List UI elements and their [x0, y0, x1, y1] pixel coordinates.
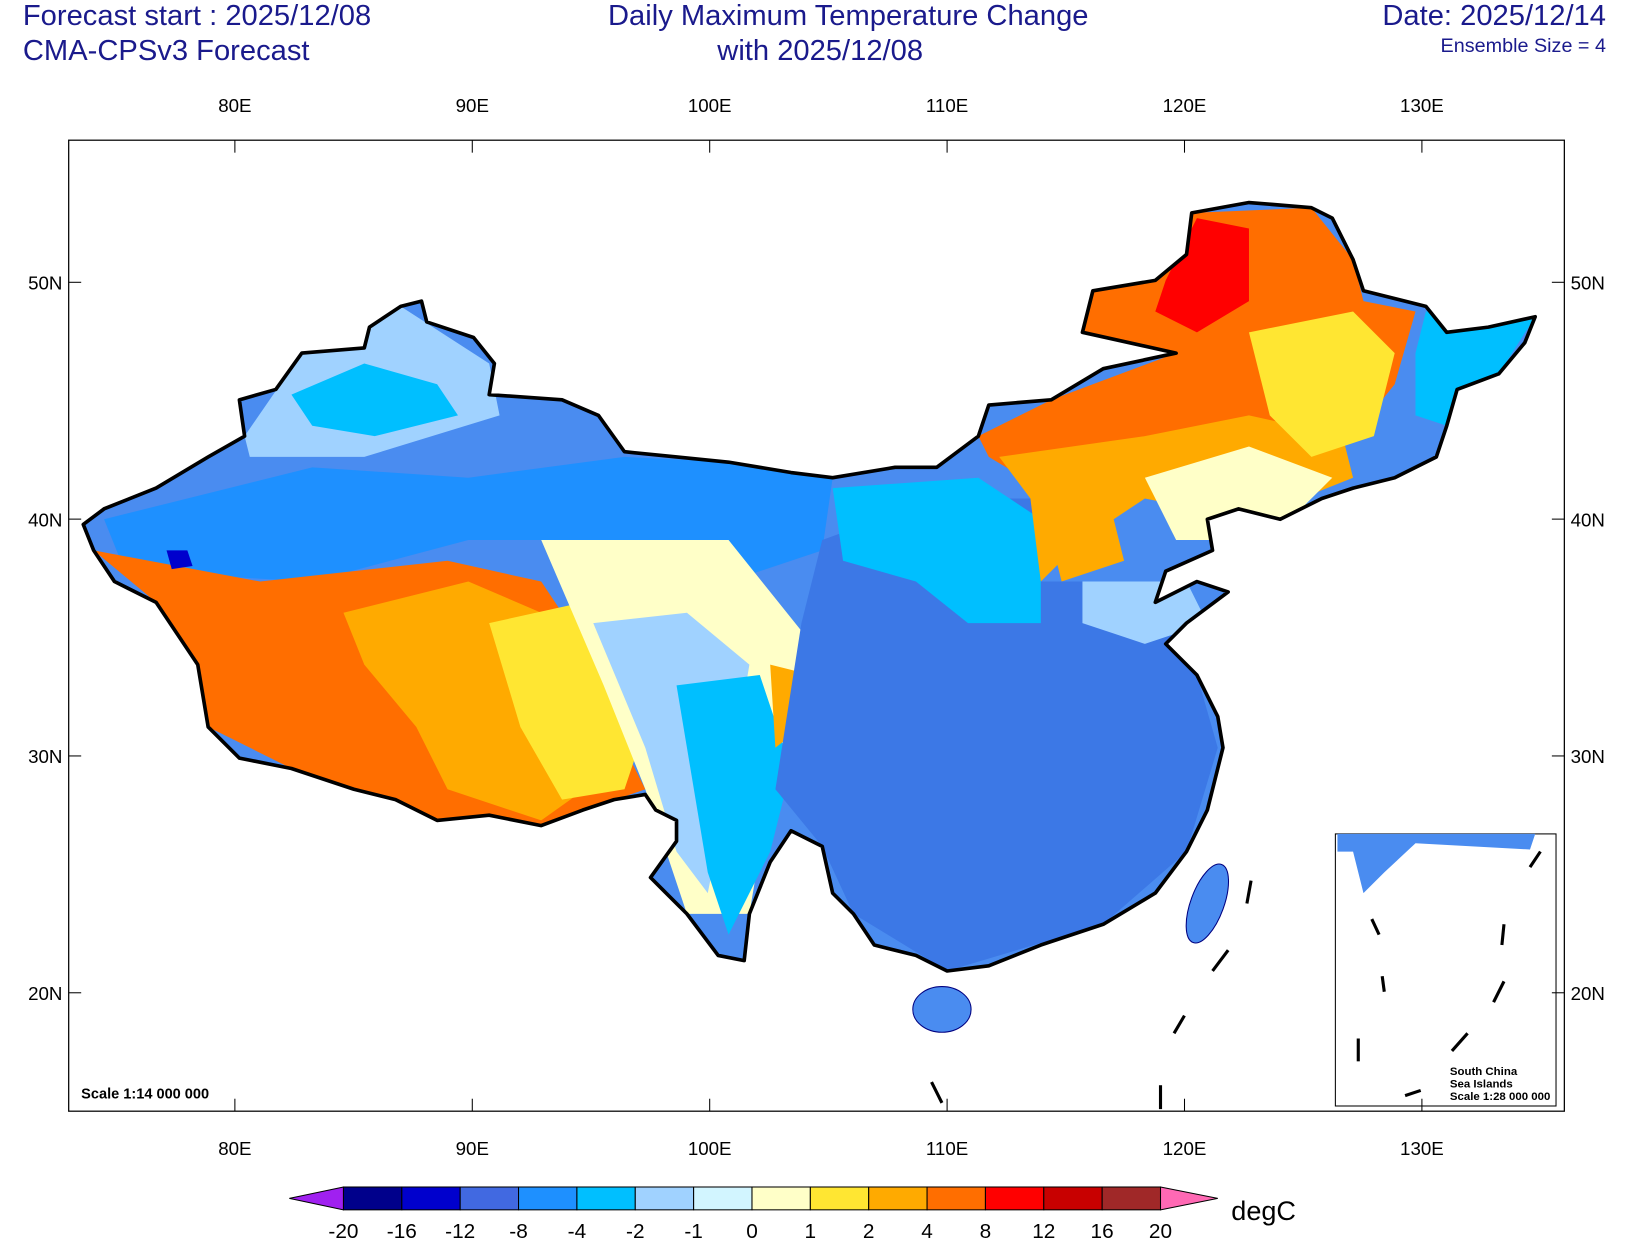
- inset-dash-line: [1356, 850, 1542, 1098]
- colorbar-box: [809, 1186, 870, 1211]
- x-tick-label: 110E: [926, 95, 968, 116]
- colorbar-label: -4: [568, 1220, 587, 1241]
- colorbar-box: [634, 1186, 695, 1211]
- colorbar-label: 12: [1032, 1220, 1055, 1241]
- x-tick-label: 90E: [456, 95, 489, 116]
- colorbar-box: [926, 1186, 986, 1211]
- y-tick-label: 30N: [28, 746, 62, 767]
- colorbar-label: 1: [805, 1220, 817, 1241]
- colorbar-box: [401, 1186, 461, 1211]
- colorbar-label: 4: [921, 1220, 933, 1241]
- inset-title: Sea Islands: [1450, 1078, 1513, 1090]
- x-tick-label: 90E: [456, 1138, 489, 1159]
- y-tick-label: 40N: [1571, 509, 1605, 530]
- inset-scale: Scale 1:28 000 000: [1450, 1091, 1550, 1103]
- ensemble-size: Ensemble Size = 4: [1441, 35, 1606, 57]
- colorbar-label: 20: [1149, 1220, 1172, 1241]
- colorbar-units: degC: [1231, 1196, 1296, 1226]
- colorbar-box: [459, 1186, 520, 1211]
- colorbar-label: -8: [509, 1220, 528, 1241]
- colorbar-over: [1159, 1186, 1218, 1211]
- colorbar-box: [576, 1186, 636, 1211]
- subtitle: with 2025/12/08: [716, 35, 923, 67]
- x-tick-label: 100E: [688, 1138, 732, 1159]
- colorbar-label: 8: [980, 1220, 992, 1241]
- colorbar-box: [1043, 1186, 1103, 1211]
- colorbar-box: [518, 1186, 578, 1211]
- y-tick-label: 20N: [1571, 983, 1605, 1004]
- taiwan: [1185, 863, 1230, 944]
- colorbar-box: [984, 1186, 1045, 1211]
- y-tick-label: 20N: [28, 983, 62, 1004]
- y-tick-label: 50N: [1571, 273, 1605, 294]
- colorbar-box: [868, 1186, 928, 1211]
- y-tick-label: 30N: [1571, 746, 1605, 767]
- x-tick-label: 100E: [688, 95, 732, 116]
- model-name: CMA-CPSv3 Forecast: [23, 35, 310, 67]
- inset-title: South China: [1450, 1066, 1518, 1078]
- nine-dash-line: [930, 880, 1253, 1110]
- colorbar-box: [693, 1186, 753, 1211]
- forecast-start: Forecast start : 2025/12/08: [23, 0, 371, 32]
- colorbar-under: [289, 1186, 344, 1211]
- colorbar-label: 2: [863, 1220, 875, 1241]
- colorbar-label: -12: [445, 1220, 475, 1241]
- colorbar-box: [342, 1186, 403, 1211]
- date: Date: 2025/12/14: [1382, 0, 1606, 32]
- y-tick-label: 50N: [28, 273, 62, 294]
- x-tick-label: 120E: [1163, 95, 1207, 116]
- title: Daily Maximum Temperature Change: [608, 0, 1089, 32]
- axis-ticks: 80E 80E 90E 90E 100E 100E 110E 110E 120E 120E 130E…: [28, 95, 1605, 1159]
- colorbar-box: [751, 1186, 811, 1211]
- map-area: Scale 1:14 000 000 South China Sea Islan…: [68, 139, 1565, 1112]
- colorbar-label: 16: [1091, 1220, 1114, 1241]
- x-tick-label: 130E: [1400, 95, 1444, 116]
- x-tick-label: 80E: [218, 95, 251, 116]
- x-tick-label: 120E: [1163, 1138, 1207, 1159]
- colorbar-label: -20: [328, 1220, 358, 1241]
- colorbar-label: 0: [746, 1220, 758, 1241]
- inset-land: [1337, 833, 1536, 894]
- hainan: [912, 986, 972, 1033]
- colorbar-label: -2: [626, 1220, 645, 1241]
- y-tick-label: 40N: [28, 509, 62, 530]
- colorbar-label: -1: [684, 1220, 703, 1241]
- x-tick-label: 80E: [218, 1138, 251, 1159]
- colorbar-label: -16: [387, 1220, 417, 1241]
- colorbar-box: [1101, 1186, 1162, 1211]
- x-tick-label: 110E: [926, 1138, 968, 1159]
- china-border: [81, 200, 1538, 973]
- map-scale: Scale 1:14 000 000: [81, 1087, 209, 1103]
- x-tick-label: 130E: [1400, 1138, 1444, 1159]
